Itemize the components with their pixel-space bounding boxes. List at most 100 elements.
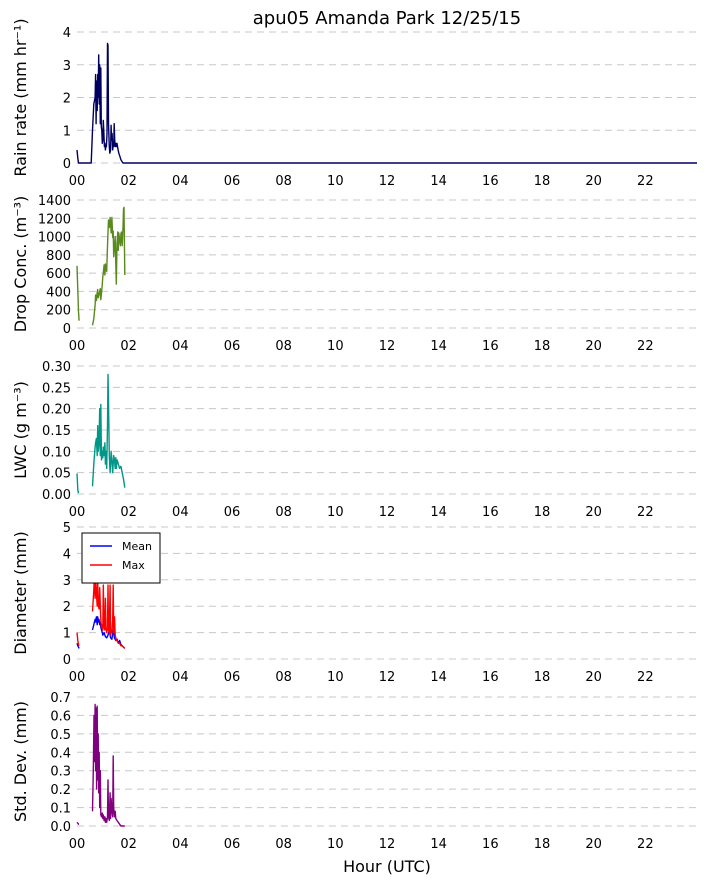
x-tick-label: 00 (69, 837, 86, 852)
y-tick-label: 1 (63, 124, 71, 139)
x-tick-label: 06 (224, 505, 241, 520)
x-tick-label: 00 (69, 174, 86, 189)
y-tick-label: 0.00 (42, 488, 71, 503)
y-axis-label: Std. Dev. (mm) (11, 701, 30, 822)
x-tick-label: 00 (69, 505, 86, 520)
x-tick-label: 10 (327, 339, 344, 354)
x-tick-label: 12 (379, 174, 396, 189)
x-tick-label: 16 (482, 339, 499, 354)
y-tick-label: 0.6 (50, 709, 71, 724)
panel-conc: 0 200 400 600 800 1000 1200 1400 00 02 04 06 08 10 12 1… (11, 194, 697, 354)
y-tick-label: 4 (63, 26, 71, 41)
x-tick-label: 02 (120, 837, 137, 852)
x-tick-label: 16 (482, 174, 499, 189)
x-tick-label: 22 (637, 339, 654, 354)
y-tick-label: 0.5 (50, 728, 71, 743)
y-tick-label: 3 (63, 59, 71, 74)
y-tick-label: 0.30 (42, 360, 71, 375)
x-tick-label: 20 (585, 174, 602, 189)
series-line (91, 206, 126, 326)
x-tick-label: 10 (327, 505, 344, 520)
x-tick-label: 00 (69, 670, 86, 685)
x-tick-label: 20 (585, 339, 602, 354)
legend: Mean Max (81, 532, 161, 584)
series-line-max (91, 571, 126, 649)
series-line-mean (76, 642, 80, 649)
y-axis-label: Diameter (mm) (11, 531, 30, 654)
x-tick-label: 22 (637, 174, 654, 189)
y-tick-label: 1400 (38, 194, 71, 209)
legend-label: Mean (122, 540, 152, 553)
x-tick-label: 08 (275, 505, 292, 520)
y-tick-label: 0.2 (50, 783, 71, 798)
y-tick-label: 1000 (38, 231, 71, 246)
panel-std: 0.0 0.1 0.2 0.3 0.4 0.5 0.6 0.7 00 02 04 06 08 10 12 14… (11, 691, 697, 852)
y-tick-label: 2 (63, 600, 71, 615)
x-tick-label: 06 (224, 339, 241, 354)
y-tick-label: 600 (46, 267, 71, 282)
x-tick-label: 22 (637, 670, 654, 685)
x-tick-label: 18 (534, 174, 551, 189)
y-tick-label: 0 (63, 157, 71, 172)
x-tick-label: 02 (120, 174, 137, 189)
x-tick-label: 06 (224, 174, 241, 189)
y-tick-label: 0.7 (50, 691, 71, 706)
x-tick-label: 00 (69, 339, 86, 354)
x-tick-label: 08 (275, 837, 292, 852)
series-line (76, 473, 80, 494)
y-tick-label: 0.25 (42, 381, 71, 396)
panel-lwc: 0.00 0.05 0.10 0.15 0.20 0.25 0.30 00 02 04 06 08 10… (11, 360, 697, 520)
y-tick-label: 0 (63, 653, 71, 668)
y-tick-label: 0 (63, 322, 71, 337)
y-axis-label: Rain rate (mm hr⁻¹) (11, 18, 30, 176)
y-tick-label: 0.3 (50, 765, 71, 780)
x-tick-label: 12 (379, 505, 396, 520)
x-tick-label: 06 (224, 837, 241, 852)
x-tick-label: 04 (172, 174, 189, 189)
x-tick-label: 16 (482, 670, 499, 685)
y-tick-label: 5 (63, 521, 71, 536)
x-tick-label: 02 (120, 670, 137, 685)
x-tick-label: 02 (120, 505, 137, 520)
y-tick-label: 0.15 (42, 424, 71, 439)
y-tick-label: 0.20 (42, 403, 71, 418)
x-tick-label: 18 (534, 670, 551, 685)
series-line (91, 373, 126, 488)
series-line (91, 703, 125, 827)
x-tick-label: 04 (172, 837, 189, 852)
x-tick-label: 10 (327, 837, 344, 852)
y-axis-label: LWC (g m⁻³) (11, 381, 30, 479)
legend-label: Max (122, 559, 145, 572)
y-tick-label: 0.1 (50, 802, 71, 817)
x-tick-label: 20 (585, 670, 602, 685)
x-tick-label: 08 (275, 670, 292, 685)
series-line (76, 265, 80, 321)
x-tick-label: 22 (637, 505, 654, 520)
x-tick-label: 18 (534, 339, 551, 354)
x-tick-label: 08 (275, 339, 292, 354)
x-tick-label: 16 (482, 505, 499, 520)
x-tick-label: 18 (534, 837, 551, 852)
x-tick-label: 04 (172, 339, 189, 354)
x-tick-label: 02 (120, 339, 137, 354)
x-tick-label: 12 (379, 339, 396, 354)
series-line-max (76, 632, 80, 647)
y-tick-label: 1 (63, 627, 71, 642)
series-line (76, 42, 697, 164)
x-tick-label: 12 (379, 670, 396, 685)
y-tick-label: 0.4 (50, 746, 71, 761)
x-tick-label: 14 (430, 670, 447, 685)
x-tick-label: 16 (482, 837, 499, 852)
x-tick-label: 14 (430, 174, 447, 189)
y-tick-label: 4 (63, 547, 71, 562)
x-axis-label: Hour (UTC) (343, 857, 431, 876)
figure-title: apu05 Amanda Park 12/25/15 (253, 8, 521, 29)
y-axis-label: Drop Conc. (m⁻³) (11, 196, 30, 333)
x-tick-label: 22 (637, 837, 654, 852)
series-line (76, 821, 80, 825)
y-tick-label: 3 (63, 574, 71, 589)
y-tick-label: 800 (46, 249, 71, 264)
